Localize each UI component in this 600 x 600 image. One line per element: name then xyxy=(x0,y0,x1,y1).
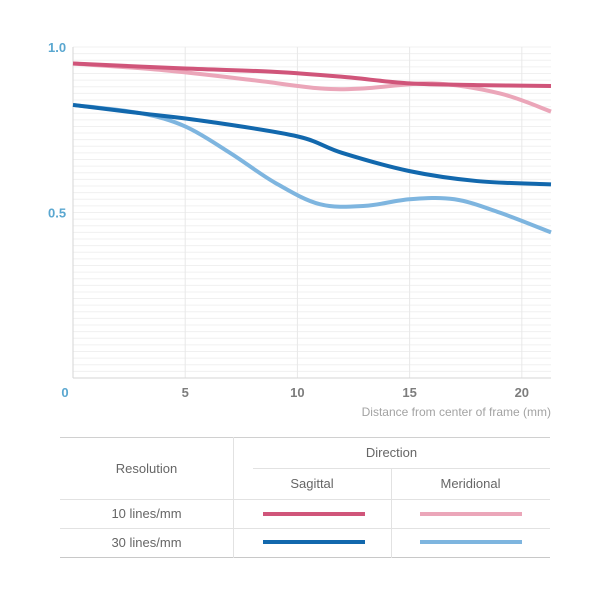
chart-series xyxy=(72,61,552,235)
legend-row-30-label: 30 lines/mm xyxy=(111,535,182,550)
legend-bottom-rule xyxy=(60,557,550,558)
legend-resolution-header: Resolution xyxy=(115,460,178,476)
legend-row-10-label: 10 lines/mm xyxy=(111,506,182,521)
series-line-30-lines-mm-meridional xyxy=(72,102,552,235)
x-tick-label: 10 xyxy=(290,385,304,400)
legend-meridional-header: Meridional xyxy=(440,476,501,491)
legend-direction-rule xyxy=(253,468,550,469)
legend-header-rule xyxy=(60,499,550,500)
chart-grid xyxy=(72,46,551,379)
legend-swatch-10-meridional xyxy=(420,512,522,516)
x-tick-label: 5 xyxy=(182,385,189,400)
series-line-10-lines-mm-meridional xyxy=(72,61,552,114)
series-line-30-lines-mm-sagittal xyxy=(72,102,552,187)
legend-swatch-30-sagittal xyxy=(263,540,365,544)
legend-direction-header: Direction xyxy=(365,445,418,460)
mtf-chart: 1.0 0.5 0 5 10 15 20 Distance from center of f… xyxy=(48,40,552,419)
x-tick-label: 15 xyxy=(402,385,416,400)
legend-swatch-10-sagittal xyxy=(263,512,365,516)
legend-swatch-30-meridional xyxy=(420,540,522,544)
series-line-10-lines-mm-sagittal xyxy=(72,61,552,89)
y-tick-label: 1.0 xyxy=(48,40,66,55)
x-tick-label: 0 xyxy=(61,385,68,400)
legend-sagittal-header: Sagittal xyxy=(290,476,334,491)
x-tick-label: 20 xyxy=(515,385,529,400)
legend-table: Resolution Direction Sagittal Meridional… xyxy=(60,437,550,558)
chart-ticks: 1.0 0.5 0 5 10 15 20 xyxy=(48,40,529,400)
x-axis-label: Distance from center of frame (mm) xyxy=(362,405,551,419)
y-tick-label: 0.5 xyxy=(48,206,66,221)
legend-col-divider xyxy=(233,437,234,558)
legend-row-rule xyxy=(60,528,550,529)
legend-dir-divider xyxy=(391,468,392,558)
legend-top-rule xyxy=(60,437,550,438)
